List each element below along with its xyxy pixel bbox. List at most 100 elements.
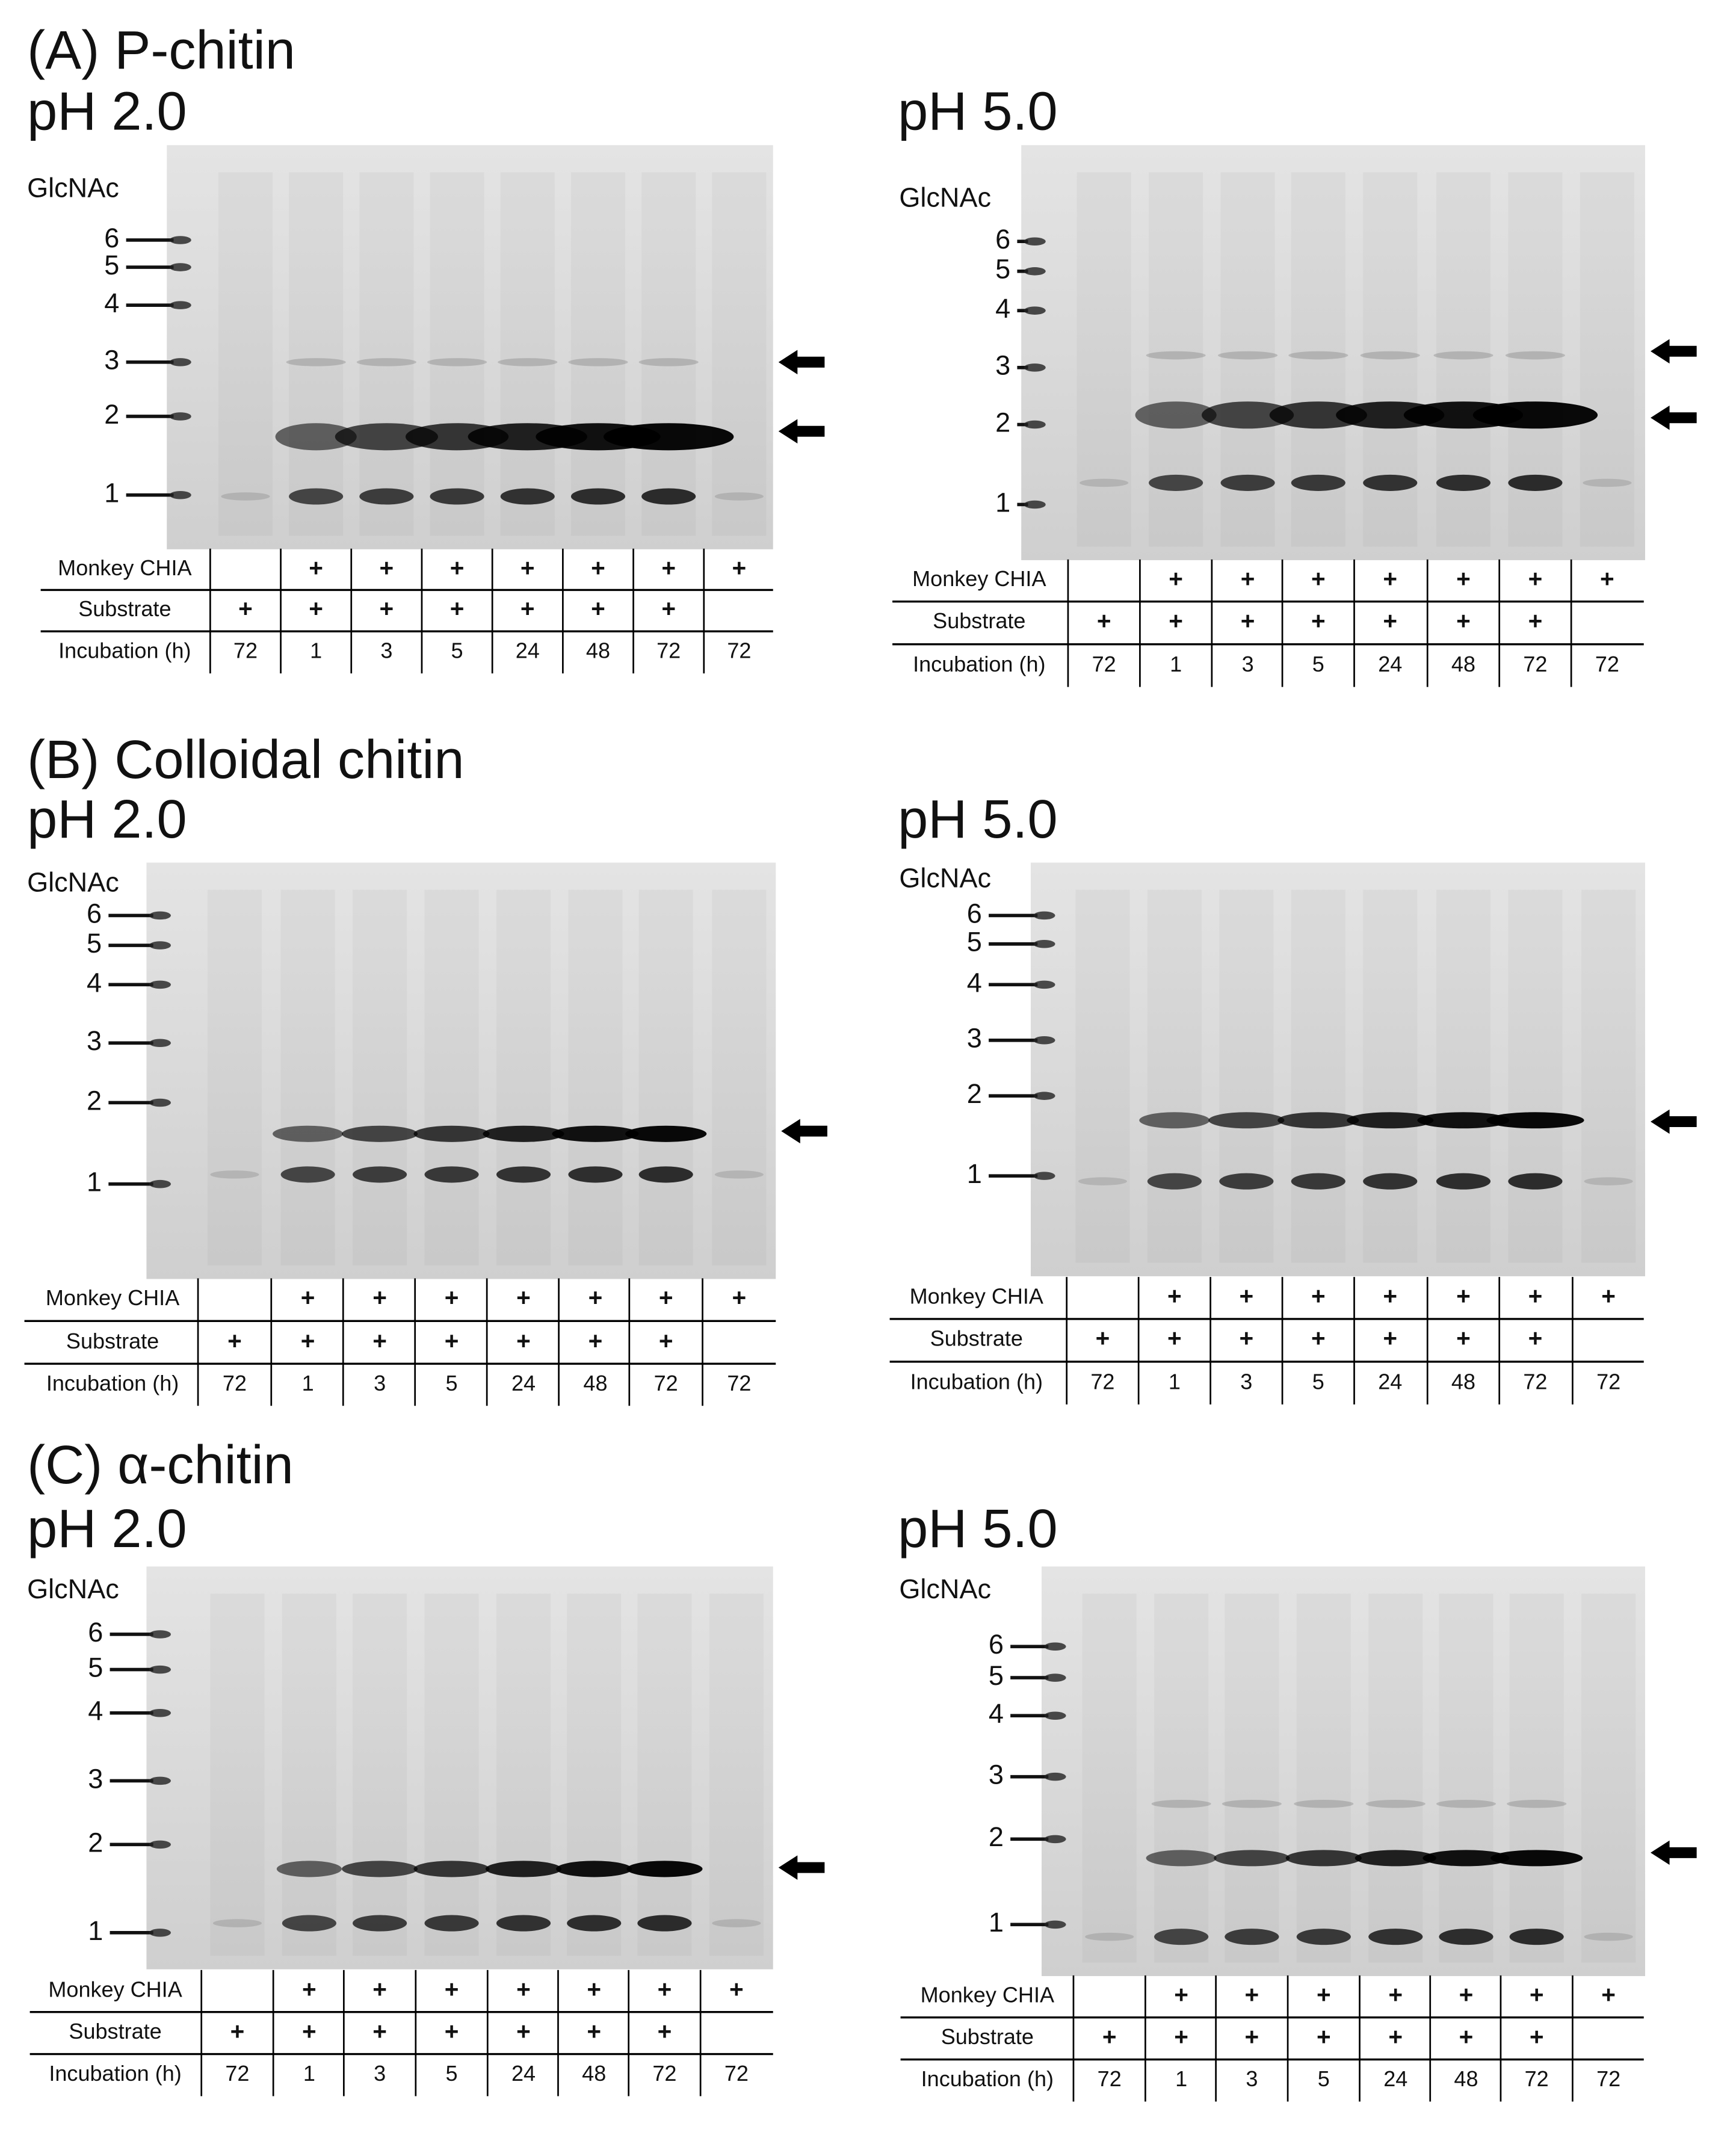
lane — [282, 1593, 336, 1956]
marker-band — [149, 1630, 171, 1639]
lane — [210, 1593, 264, 1956]
table-cell: 3 — [1246, 2066, 1258, 2091]
band — [1505, 351, 1566, 360]
marker-band — [1044, 1835, 1066, 1844]
band — [714, 492, 764, 501]
table-cell: + — [380, 595, 394, 622]
marker-band — [149, 1776, 171, 1785]
arrow — [1651, 1109, 1697, 1134]
table-cell: + — [659, 1327, 673, 1355]
marker-title: GlcNAc — [27, 1574, 119, 1604]
table-cell: 72 — [652, 2061, 676, 2086]
row-label: Incubation (h) — [46, 1371, 179, 1395]
band — [1508, 474, 1563, 491]
table-cell: + — [1459, 2022, 1474, 2050]
lane — [218, 172, 273, 536]
panel-title: (A) P-chitin — [27, 20, 295, 81]
band — [424, 1915, 479, 1932]
table-cell: + — [1388, 1981, 1403, 2009]
table-cell: + — [588, 1327, 603, 1355]
band — [1269, 401, 1367, 429]
table-cell: + — [587, 2017, 601, 2045]
band — [638, 1166, 693, 1183]
band — [341, 1861, 418, 1877]
table-cell: + — [520, 595, 535, 622]
arrow — [1651, 405, 1697, 430]
lane — [567, 1593, 621, 1956]
lane — [1368, 1593, 1422, 1962]
table-cell: + — [1167, 1324, 1182, 1352]
marker-label: 4 — [88, 1696, 103, 1726]
band — [1363, 474, 1418, 491]
table-cell: + — [1241, 607, 1255, 634]
table-cell: + — [1317, 2022, 1331, 2050]
marker-band — [149, 1840, 171, 1849]
marker-label: 1 — [104, 478, 119, 508]
table-cell: 24 — [511, 1371, 536, 1395]
marker-label: 6 — [87, 898, 102, 928]
band — [353, 1166, 407, 1183]
row-label: Incubation (h) — [913, 652, 1045, 676]
table-cell: 3 — [374, 2061, 386, 2086]
table-cell: + — [1311, 607, 1326, 634]
band — [1436, 1173, 1491, 1190]
gel — [146, 1566, 773, 1969]
marker-label: 4 — [967, 967, 982, 998]
table-cell: + — [591, 595, 605, 622]
marker-band — [1044, 1772, 1066, 1781]
lane — [1508, 890, 1562, 1263]
table-cell: + — [1456, 1324, 1471, 1352]
lane — [359, 172, 413, 536]
marker-band — [169, 301, 191, 309]
marker-label: 4 — [104, 288, 119, 318]
table-cell: + — [588, 1284, 603, 1311]
lane — [1297, 1593, 1351, 1962]
marker-band — [149, 1708, 171, 1717]
band — [1135, 401, 1217, 429]
band — [424, 1166, 479, 1183]
marker-label: 1 — [87, 1167, 102, 1197]
marker-label: 4 — [989, 1698, 1004, 1729]
row-label: Incubation (h) — [58, 638, 191, 663]
marker-label: 1 — [967, 1158, 982, 1189]
band — [1584, 1177, 1633, 1185]
marker-label: 5 — [967, 927, 982, 957]
marker-label: 5 — [995, 254, 1010, 285]
table-cell: 72 — [1596, 1370, 1620, 1394]
band — [1584, 1932, 1633, 1941]
band — [1417, 1112, 1510, 1129]
marker-band — [1024, 420, 1046, 429]
band — [1360, 351, 1420, 360]
table-cell: + — [445, 1327, 459, 1355]
table-cell: + — [658, 2017, 672, 2045]
table-cell: + — [450, 554, 465, 581]
table-cell: + — [1456, 564, 1471, 592]
arrow — [1651, 339, 1697, 364]
table-cell: + — [372, 1327, 387, 1355]
table-cell: + — [372, 1284, 387, 1311]
table-cell: 72 — [1525, 2066, 1549, 2091]
lane — [1580, 172, 1634, 546]
table-cell: 72 — [724, 2061, 749, 2086]
row-label: Substrate — [930, 1326, 1023, 1350]
marker-band — [1044, 1642, 1066, 1651]
band — [1285, 1850, 1362, 1867]
row-label: Incubation (h) — [910, 1370, 1043, 1394]
table-cell: 1 — [310, 638, 322, 663]
band — [483, 1125, 564, 1142]
table-cell: + — [1096, 1324, 1110, 1352]
lane — [424, 1593, 478, 1956]
marker-band — [149, 911, 171, 920]
band — [1222, 1799, 1282, 1808]
table-cell: 72 — [225, 2061, 249, 2086]
marker-band — [1024, 267, 1046, 276]
marker-label: 1 — [989, 1907, 1004, 1938]
table-cell: 72 — [1595, 652, 1619, 676]
band — [1433, 351, 1494, 360]
band — [1355, 1850, 1436, 1867]
lane — [496, 1593, 551, 1956]
table-cell: + — [1174, 1981, 1188, 2009]
marker-label: 6 — [88, 1617, 103, 1648]
lane — [1439, 1593, 1493, 1962]
table-cell: + — [516, 2017, 531, 2045]
